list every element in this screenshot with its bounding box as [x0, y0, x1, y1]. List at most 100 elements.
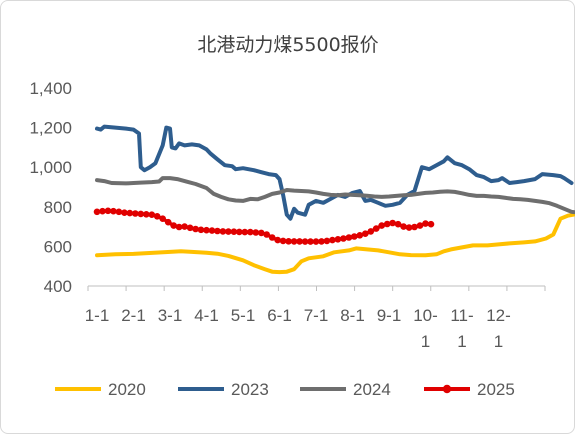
x-tick-label: 7-1	[304, 306, 329, 325]
x-axis-tick-marks	[87, 286, 546, 291]
series-line-2023	[95, 124, 574, 221]
series-point-2025	[416, 222, 424, 229]
series-point-2025	[367, 228, 375, 235]
series-point-2025	[340, 235, 347, 242]
x-tick-label: 3-1	[158, 306, 183, 325]
series-point-2025	[126, 209, 134, 217]
y-tick-label: 600	[44, 237, 72, 256]
series-line-2020	[95, 212, 575, 275]
series-point-2025	[263, 231, 271, 238]
series-point-2025	[197, 226, 205, 234]
series-point-2025	[121, 209, 128, 216]
series-point-2025	[186, 224, 194, 232]
series-point-2025	[274, 236, 282, 244]
x-tick-label: 12-	[486, 306, 511, 325]
legend-label: 2024	[353, 380, 391, 399]
x-tick-label: 4-1	[194, 306, 219, 325]
legend-item-2023: 2023	[178, 380, 269, 399]
x-tick-label: 9-1	[377, 306, 402, 325]
series-point-2025	[230, 228, 238, 235]
series-point-2025	[345, 234, 353, 241]
x-tick-label: 8-1	[340, 306, 365, 325]
series-point-2025	[258, 229, 265, 237]
series-point-2025	[159, 215, 166, 222]
series-point-2025	[383, 220, 391, 228]
series-point-2025	[181, 223, 188, 230]
legend-label: 2023	[231, 380, 269, 399]
series-point-2025	[268, 234, 276, 241]
series-point-2025	[290, 238, 298, 245]
series-point-2025	[372, 225, 380, 232]
series-point-2025	[405, 224, 413, 231]
series-line-2024	[95, 176, 575, 215]
x-tick-label: 1	[421, 332, 430, 351]
x-tick-label: 1	[457, 332, 466, 351]
series-point-2025	[301, 238, 309, 245]
series-point-2025	[203, 226, 210, 234]
x-tick-label: 2-1	[121, 306, 146, 325]
series-point-2025	[389, 219, 396, 227]
x-tick-label: 1-1	[85, 306, 110, 325]
legend-label: 2025	[477, 380, 515, 399]
series-point-2025	[279, 237, 287, 245]
series-point-2025	[427, 220, 435, 228]
series-lines	[93, 124, 575, 275]
legend-item-2020: 2020	[55, 380, 146, 399]
series-point-2025	[110, 207, 117, 215]
series-point-2025	[307, 238, 314, 245]
series-point-2025	[208, 227, 216, 234]
series-point-2025	[132, 210, 139, 217]
series-point-2025	[115, 208, 123, 216]
x-tick-label: 11-	[450, 306, 473, 325]
series-point-2025	[312, 238, 320, 245]
series-point-2025	[170, 222, 177, 229]
y-tick-label: 1,000	[29, 158, 72, 177]
series-point-2025	[236, 228, 243, 236]
y-axis-ticks: 400 600 800 1,000 1,200 1,400	[29, 79, 72, 296]
series-point-2025	[219, 228, 227, 235]
series-point-2025	[241, 228, 249, 236]
series-point-2025	[99, 207, 106, 215]
series-point-2025	[252, 229, 260, 236]
series-point-2025	[93, 208, 101, 216]
y-tick-label: 1,400	[29, 79, 72, 98]
y-tick-label: 400	[44, 277, 72, 296]
series-point-2025	[148, 211, 156, 218]
y-tick-label: 1,200	[29, 119, 72, 138]
series-point-2025	[400, 223, 407, 230]
series-point-2025	[411, 223, 418, 231]
series-point-2025	[137, 210, 145, 218]
legend-item-2024: 2024	[300, 380, 391, 399]
series-point-2025	[143, 211, 150, 218]
series-point-2025	[334, 236, 342, 243]
chart-title: 北港动力煤5500报价	[197, 34, 378, 56]
series-point-2025	[192, 225, 199, 233]
x-tick-label: 6-1	[267, 306, 292, 325]
legend-label: 2020	[108, 380, 146, 399]
series-point-2025	[225, 228, 232, 235]
legend-item-2025: 2025	[424, 380, 515, 399]
series-point-2025	[394, 220, 402, 228]
series-point-2025	[362, 230, 369, 237]
y-tick-label: 800	[44, 198, 72, 217]
x-tick-label: 5-1	[231, 306, 256, 325]
series-point-2025	[285, 238, 292, 245]
series-point-2025	[323, 237, 331, 245]
series-point-2025	[164, 218, 172, 226]
series-point-2025	[296, 238, 303, 245]
series-point-2025	[356, 232, 364, 239]
series-point-2025	[175, 223, 183, 231]
x-axis-ticks: 1-1 2-1 3-1 4-1 5-1 6-1 7-1 8-1 9-1 10- 1 11- 1 12- 1	[85, 306, 511, 351]
series-point-2025	[318, 238, 325, 245]
series-point-2025	[153, 213, 161, 220]
series-point-2025	[329, 236, 336, 244]
series-point-2025	[351, 233, 358, 240]
series-point-2025	[104, 207, 112, 215]
x-tick-label: 1	[494, 332, 503, 351]
series-point-2025	[214, 227, 221, 235]
series-point-2025	[247, 228, 254, 236]
legend-marker	[442, 384, 452, 394]
series-point-2025	[422, 220, 429, 227]
legend: 2020 2023 2024 2025	[55, 380, 515, 399]
